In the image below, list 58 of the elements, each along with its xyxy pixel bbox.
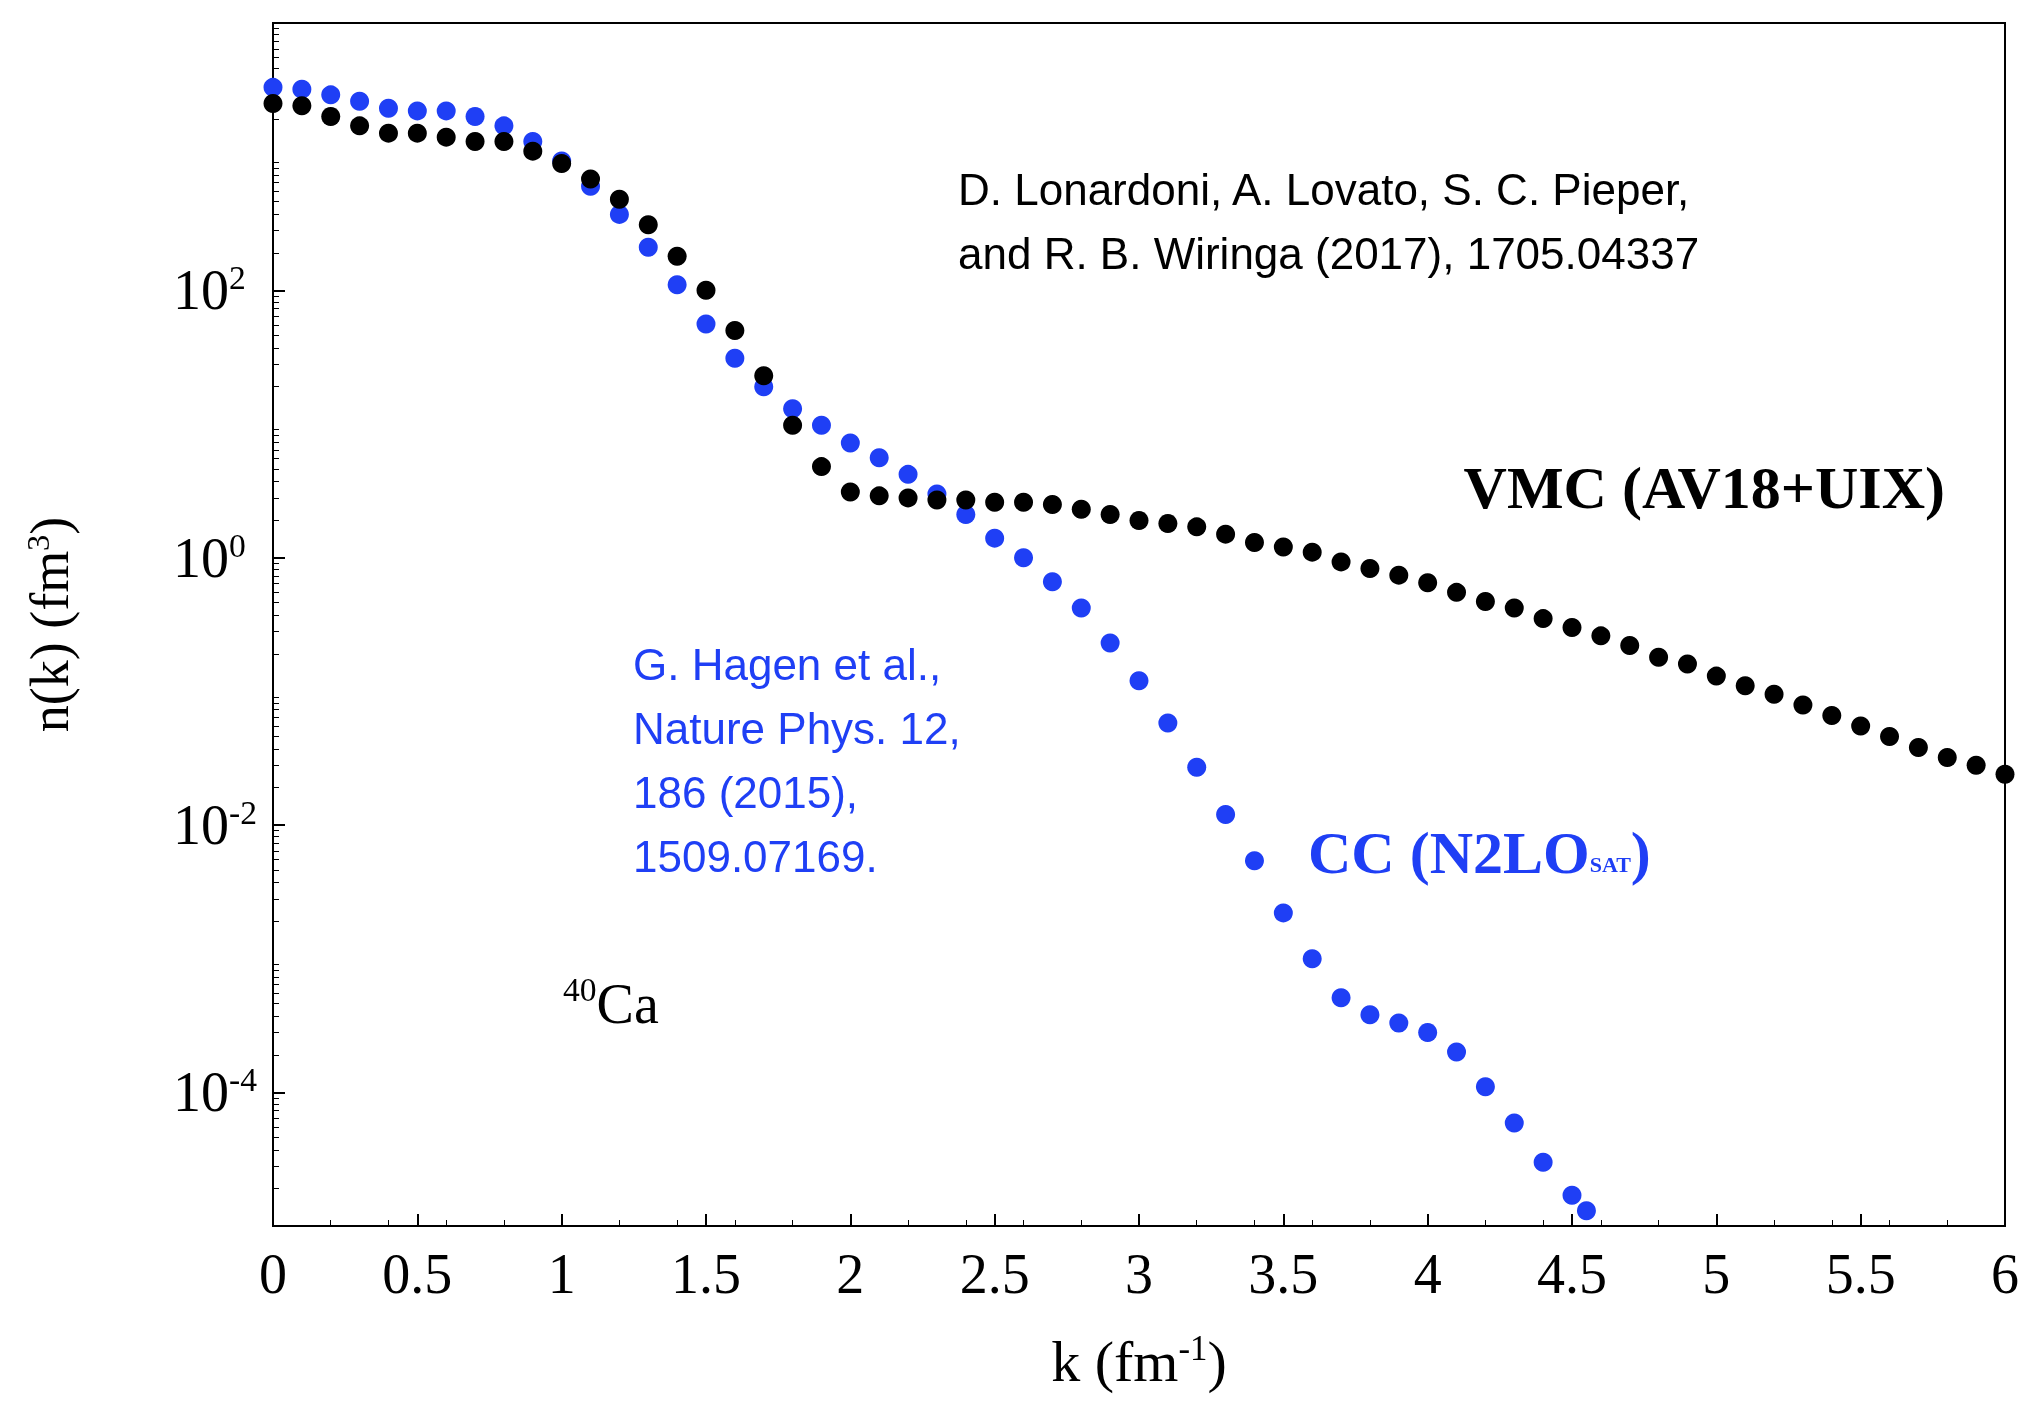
point	[1042, 572, 1062, 592]
point	[638, 237, 658, 257]
x-tick-label: 1.5	[671, 1243, 741, 1305]
point	[494, 116, 514, 136]
point	[1302, 949, 1322, 969]
series-label: CC (N2LOSAT)	[1308, 820, 1651, 886]
x-tick-label: 4.5	[1537, 1243, 1607, 1305]
point	[1533, 1152, 1553, 1172]
point	[696, 314, 716, 334]
point	[1100, 633, 1120, 653]
point	[350, 91, 370, 111]
x-tick-label: 4	[1413, 1243, 1442, 1305]
point	[985, 528, 1005, 548]
point	[1129, 671, 1149, 691]
point	[1216, 804, 1236, 824]
point	[1273, 903, 1293, 923]
point	[1562, 1185, 1582, 1205]
x-tick-label: 1	[547, 1243, 576, 1305]
point	[1447, 1042, 1467, 1062]
series-label: VMC (AV18+UIX)	[1463, 455, 1946, 521]
x-tick-label: 3.5	[1248, 1243, 1319, 1305]
point	[1158, 713, 1178, 733]
point	[1576, 1201, 1596, 1221]
point	[1360, 1005, 1380, 1025]
point	[263, 77, 283, 97]
point	[1071, 598, 1091, 618]
x-tick-label: 3	[1125, 1243, 1153, 1305]
annotation: D. Lonardoni, A. Lovato, S. C. Pieper, and R. B. Wiringa (2017), 1705.04337	[958, 165, 1700, 279]
annotation: G. Hagen et al., Nature Phys. 12, 186 (2015), 1509.07169.	[633, 640, 961, 881]
point	[436, 101, 456, 121]
x-tick-label: 2	[836, 1243, 865, 1305]
point	[465, 106, 485, 126]
point	[292, 79, 312, 99]
point	[1187, 757, 1207, 777]
point	[407, 101, 427, 121]
point	[898, 464, 918, 484]
x-tick-label: 0	[259, 1243, 287, 1305]
point	[378, 98, 398, 118]
point	[1504, 1113, 1524, 1133]
point	[1418, 1023, 1438, 1043]
x-tick-label: 5	[1702, 1243, 1731, 1305]
point	[869, 448, 889, 468]
x-tick-label: 2.5	[959, 1243, 1030, 1305]
point	[1331, 988, 1351, 1008]
point	[1244, 851, 1264, 871]
point	[1014, 548, 1034, 568]
x-tick-label: 6	[1991, 1243, 2019, 1305]
point	[1389, 1013, 1409, 1033]
point	[783, 399, 803, 419]
y-axis-title: n(k) (fm3)	[19, 516, 80, 733]
point	[725, 348, 745, 368]
x-tick-label: 0.5	[382, 1243, 453, 1305]
point	[667, 275, 687, 295]
point	[321, 85, 341, 105]
x-tick-label: 5.5	[1825, 1243, 1896, 1305]
point	[811, 415, 831, 435]
point	[840, 433, 860, 453]
point	[1475, 1077, 1495, 1097]
